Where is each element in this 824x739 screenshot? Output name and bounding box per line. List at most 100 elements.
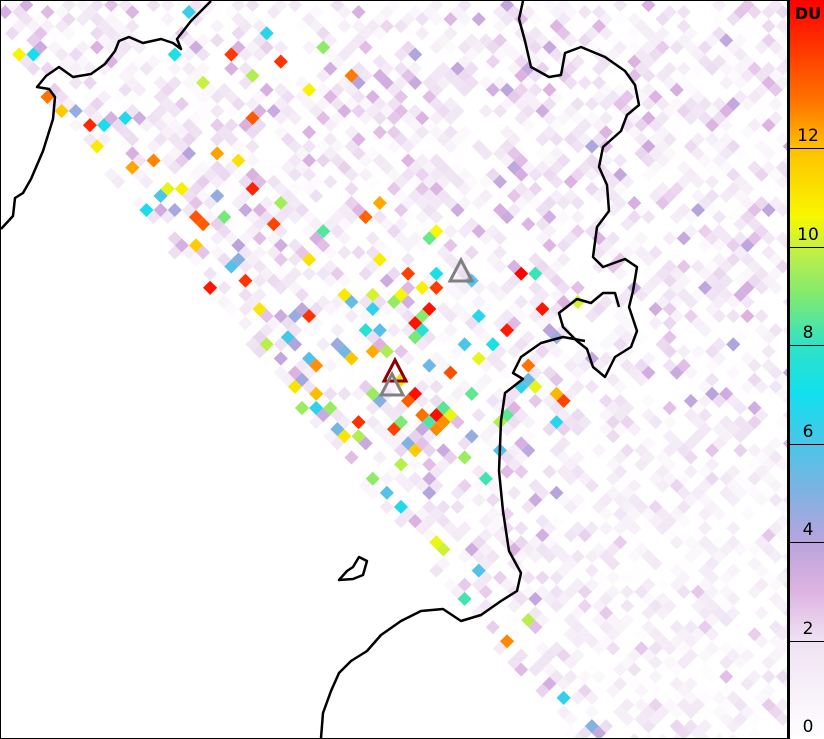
so2-pixel bbox=[669, 733, 684, 739]
so2-pixel bbox=[542, 422, 557, 437]
so2-pixel bbox=[323, 245, 338, 260]
so2-pixel bbox=[648, 556, 663, 571]
so2-pixel bbox=[365, 132, 380, 147]
so2-pixel bbox=[627, 26, 642, 41]
so2-pixel bbox=[379, 499, 394, 515]
so2-pixel bbox=[726, 492, 741, 507]
so2-pixel bbox=[606, 471, 621, 486]
colorbar-tick bbox=[790, 640, 824, 642]
so2-pixel bbox=[577, 75, 592, 90]
so2-pixel bbox=[259, 351, 274, 366]
so2-pixel bbox=[499, 210, 515, 225]
so2-pixel bbox=[542, 464, 557, 479]
so2-pixel-layer bbox=[0, 0, 797, 739]
so2-pixel bbox=[535, 132, 550, 147]
so2-pixel bbox=[726, 719, 741, 734]
colorbar-tick-label: 2 bbox=[802, 618, 814, 639]
so2-pixel bbox=[733, 655, 748, 670]
so2-pixel bbox=[372, 195, 387, 211]
so2-pixel bbox=[443, 40, 458, 55]
so2-pixel bbox=[535, 570, 550, 585]
so2-pixel bbox=[726, 733, 741, 739]
so2-pixel bbox=[471, 294, 486, 310]
so2-pixel bbox=[620, 584, 635, 599]
so2-pixel bbox=[210, 132, 225, 147]
so2-pixel bbox=[457, 82, 472, 97]
so2-pixel bbox=[287, 0, 303, 13]
so2-pixel bbox=[252, 231, 267, 246]
so2-pixel bbox=[655, 195, 670, 211]
colorbar-tick-label: 10 bbox=[797, 224, 819, 245]
so2-pixel bbox=[195, 217, 211, 232]
so2-pixel bbox=[323, 174, 338, 189]
so2-pixel bbox=[584, 309, 599, 324]
so2-pixel bbox=[620, 570, 635, 585]
so2-pixel bbox=[365, 400, 380, 416]
so2-pixel bbox=[627, 422, 642, 437]
so2-pixel bbox=[471, 407, 486, 423]
so2-pixel bbox=[450, 287, 465, 302]
so2-pixel bbox=[775, 5, 790, 20]
so2-pixel bbox=[471, 280, 486, 295]
so2-pixel bbox=[323, 118, 338, 133]
so2-pixel bbox=[337, 231, 352, 246]
so2-pixel bbox=[563, 75, 578, 90]
so2-pixel bbox=[210, 19, 225, 34]
so2-pixel bbox=[415, 26, 430, 41]
so2-pixel bbox=[549, 570, 564, 585]
so2-pixel bbox=[570, 634, 585, 649]
so2-pixel bbox=[641, 252, 656, 267]
so2-pixel bbox=[429, 40, 444, 55]
volcano-triangle-icon-1 bbox=[447, 256, 475, 283]
so2-pixel bbox=[563, 499, 578, 515]
so2-pixel bbox=[733, 400, 748, 416]
so2-pixel bbox=[754, 634, 769, 649]
colorbar-tick bbox=[790, 542, 824, 543]
so2-pixel bbox=[485, 210, 500, 225]
colorbar-tick-label: 8 bbox=[802, 323, 814, 343]
so2-pixel bbox=[492, 19, 508, 34]
so2-pixel bbox=[648, 683, 663, 698]
so2-pixel bbox=[415, 12, 430, 27]
so2-pixel bbox=[457, 549, 472, 564]
so2-pixel bbox=[733, 443, 748, 458]
so2-pixel bbox=[323, 386, 338, 401]
so2-pixel bbox=[683, 549, 698, 564]
so2-pixel bbox=[400, 252, 416, 267]
so2-pixel bbox=[372, 450, 387, 465]
so2-pixel bbox=[521, 118, 536, 133]
so2-pixel bbox=[620, 217, 635, 232]
colorbar-tick-label: 0 bbox=[802, 717, 814, 737]
so2-pixel bbox=[344, 309, 359, 324]
coastline-layer bbox=[0, 0, 641, 739]
so2-pixel bbox=[697, 323, 713, 338]
so2-pixel bbox=[591, 245, 607, 260]
so2-pixel bbox=[309, 188, 324, 203]
so2-pixel bbox=[712, 210, 727, 225]
so2-pixel bbox=[683, 662, 698, 677]
so2-pixel bbox=[740, 125, 755, 140]
so2-pixel bbox=[358, 111, 373, 126]
so2-pixel bbox=[754, 40, 769, 55]
so2-pixel bbox=[768, 96, 783, 112]
so2-pixel bbox=[415, 280, 430, 295]
so2-pixel bbox=[754, 492, 769, 507]
so2-pixel bbox=[358, 436, 373, 451]
so2-pixel bbox=[768, 549, 783, 564]
so2-pixel bbox=[627, 266, 642, 281]
so2-pixel bbox=[245, 0, 260, 13]
so2-pixel bbox=[337, 386, 352, 401]
so2-pixel bbox=[719, 570, 734, 585]
so2-pixel bbox=[471, 195, 486, 211]
so2-pixel bbox=[68, 118, 83, 133]
so2-pixel bbox=[337, 273, 352, 288]
so2-pixel bbox=[266, 160, 281, 175]
so2-pixel bbox=[464, 386, 479, 401]
so2-pixel bbox=[782, 337, 797, 352]
so2-pixel bbox=[400, 521, 416, 536]
so2-pixel bbox=[591, 641, 607, 656]
so2-pixel bbox=[669, 662, 684, 677]
colorbar-tick bbox=[790, 148, 824, 149]
so2-pixel bbox=[712, 12, 727, 27]
